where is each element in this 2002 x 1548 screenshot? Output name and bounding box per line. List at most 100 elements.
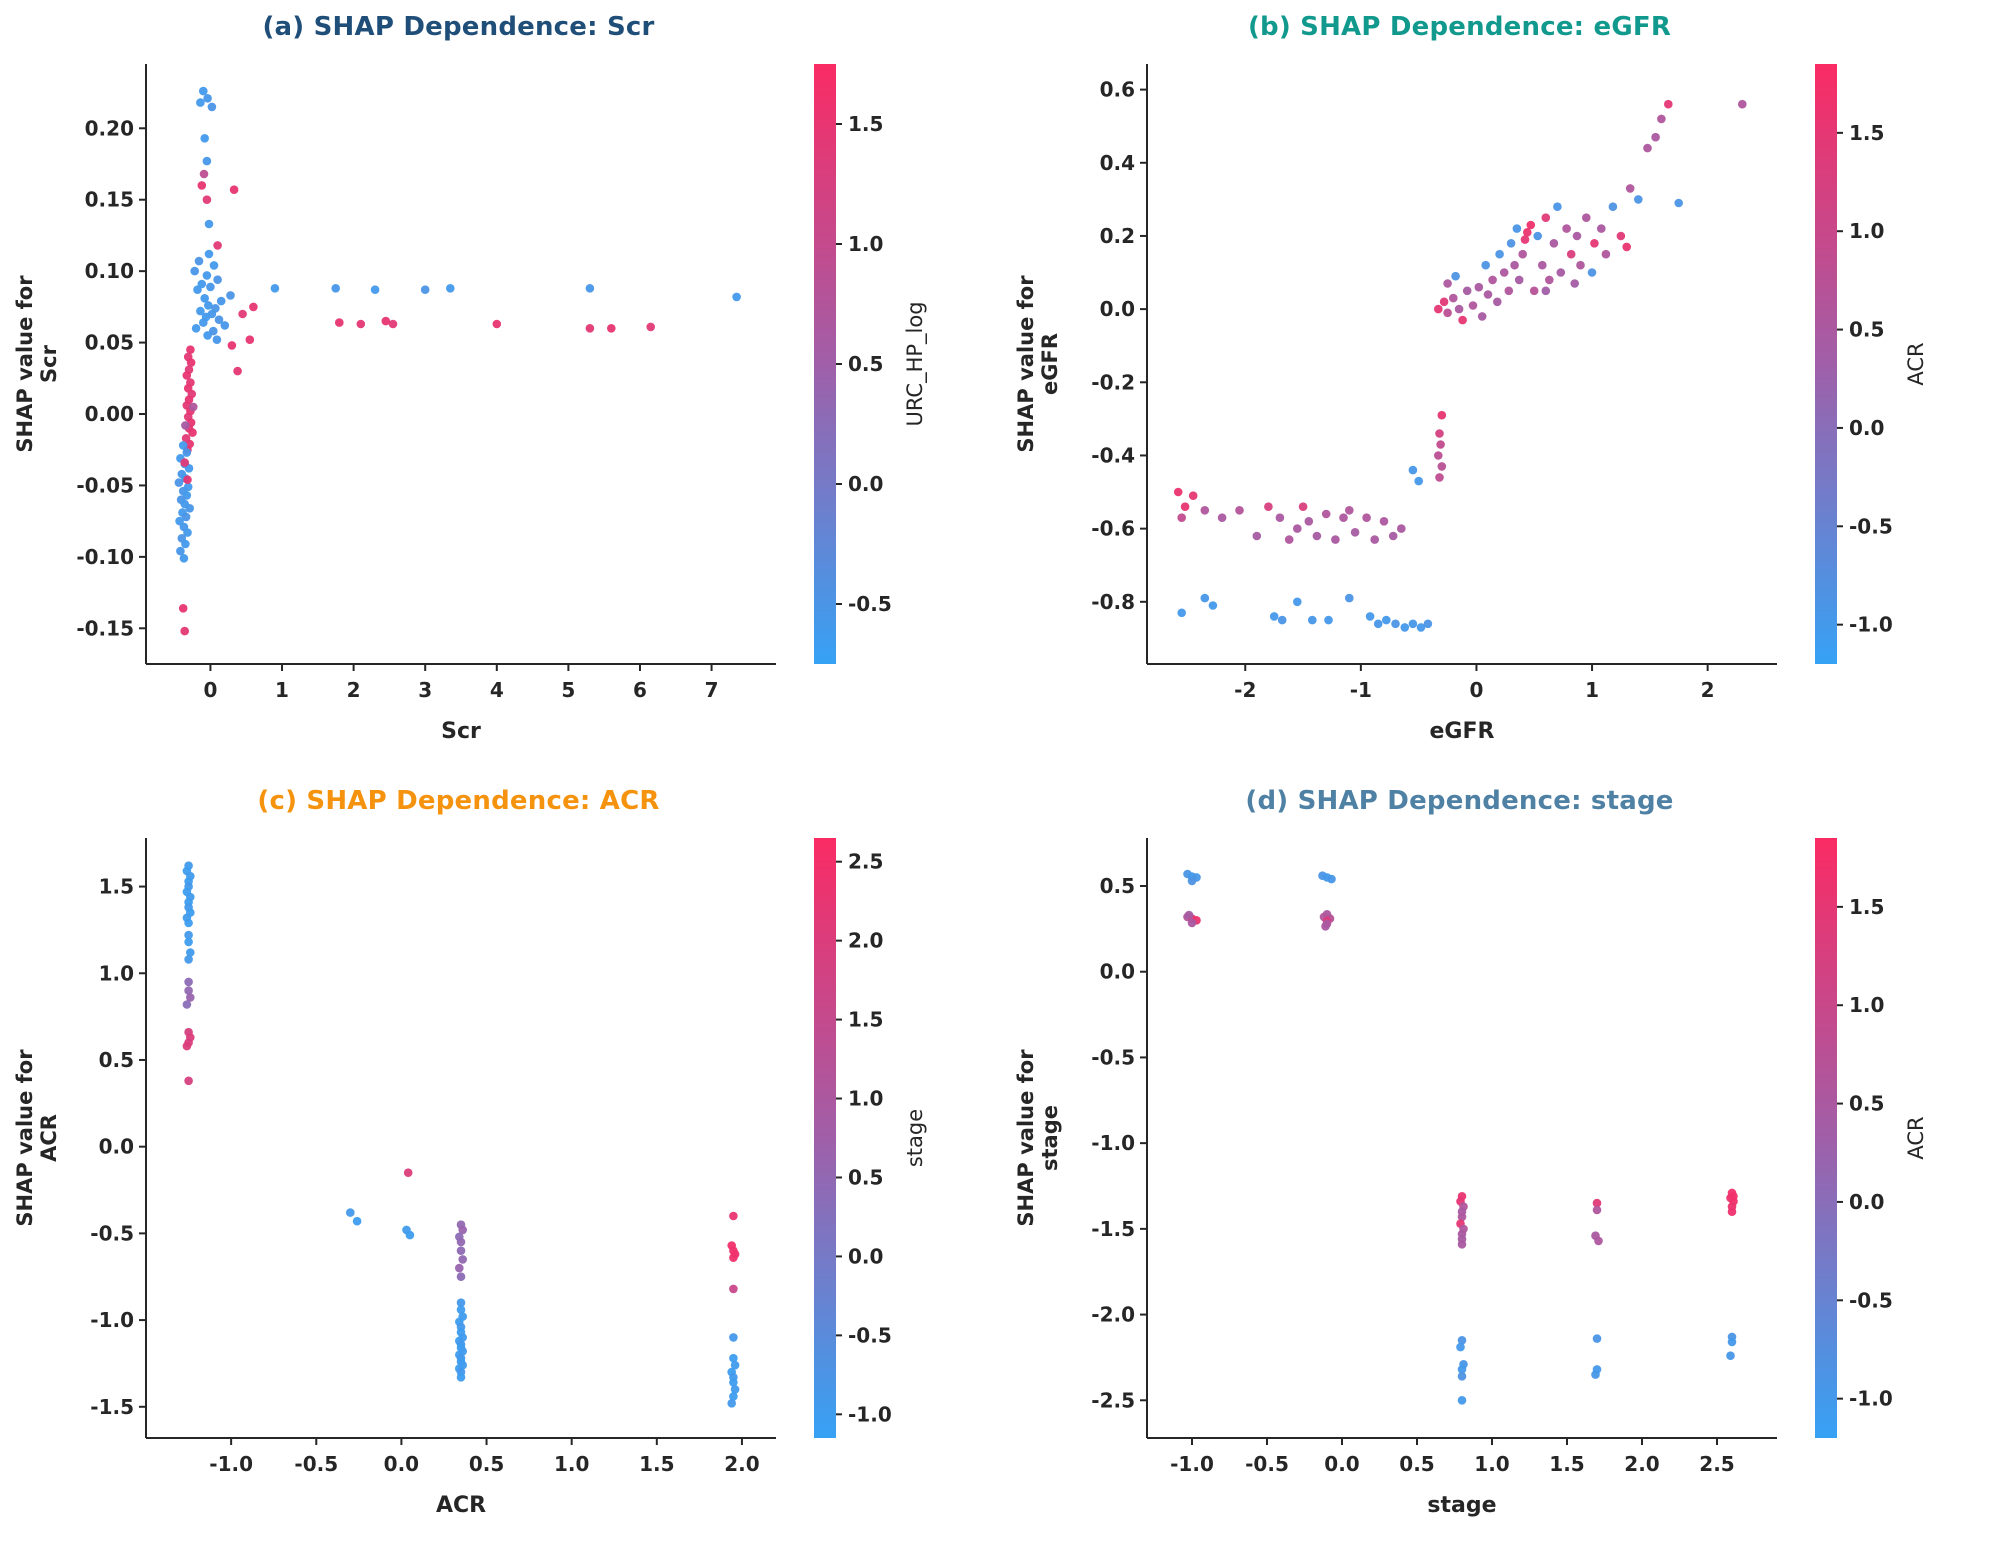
- data-point: [1361, 513, 1371, 522]
- chart-title-c: (c) SHAP Dependence: ACR: [257, 786, 660, 816]
- data-point: [1379, 517, 1388, 526]
- y-tick-label: -0.4: [1091, 443, 1135, 467]
- data-point: [1176, 608, 1186, 618]
- data-point: [1388, 531, 1397, 541]
- data-point: [1217, 513, 1226, 522]
- data-point: [187, 428, 197, 437]
- colorbar-gradient: [813, 64, 836, 664]
- colorbar: 2.5 2.0 1.5 1.0 0.5 0.0 -0.5 -1.0 stage: [813, 838, 927, 1438]
- data-point: [1338, 513, 1348, 522]
- data-point: [1514, 275, 1523, 285]
- data-point: [492, 319, 501, 329]
- data-point: [178, 441, 187, 450]
- data-point: [1552, 202, 1562, 211]
- x-tick-label: -1: [1349, 678, 1371, 702]
- y-tick-label: 0.05: [84, 331, 133, 355]
- colorbar-tick-label: 0.0: [848, 1244, 883, 1268]
- y-tick-label: 0.2: [1099, 224, 1134, 248]
- data-point: [1590, 1370, 1600, 1379]
- x-tick-label: 7: [704, 678, 718, 702]
- data-point: [1593, 1236, 1603, 1246]
- data-point: [1656, 114, 1666, 124]
- data-point: [191, 324, 200, 333]
- data-point: [204, 249, 213, 259]
- data-point: [180, 421, 190, 430]
- data-point: [182, 475, 192, 485]
- data-point: [1200, 593, 1209, 603]
- data-point: [1457, 1396, 1466, 1405]
- data-point: [195, 98, 205, 107]
- data-point: [1457, 1372, 1466, 1381]
- data-point: [457, 1225, 467, 1235]
- data-point: [1592, 1198, 1601, 1208]
- data-point: [209, 261, 218, 270]
- data-point: [185, 948, 195, 957]
- y-tick-label: -1.5: [90, 1395, 134, 1419]
- data-point: [1455, 1342, 1465, 1352]
- data-point: [179, 554, 188, 563]
- data-point: [1522, 228, 1532, 237]
- data-point: [212, 335, 221, 345]
- colorbar-tick-label: 1.0: [848, 232, 883, 256]
- data-point: [1390, 619, 1400, 629]
- colorbar-tick-label: 1.0: [848, 1087, 883, 1111]
- data-point: [1263, 502, 1273, 512]
- data-point: [225, 291, 235, 300]
- data-point: [1408, 465, 1417, 475]
- scatter-points: [1173, 99, 1747, 632]
- data-point: [1373, 619, 1382, 629]
- data-point: [728, 1392, 738, 1401]
- data-point: [179, 458, 189, 467]
- data-point: [1208, 601, 1217, 610]
- data-point: [1561, 224, 1571, 233]
- data-point: [1433, 451, 1443, 460]
- data-point: [182, 1041, 191, 1051]
- data-point: [1448, 293, 1458, 303]
- data-point: [456, 1298, 465, 1307]
- data-point: [202, 271, 211, 280]
- data-point: [1304, 517, 1313, 526]
- data-point: [1439, 297, 1448, 307]
- data-point: [1350, 528, 1359, 537]
- data-point: [1663, 99, 1673, 109]
- axes: [1145, 838, 1777, 1439]
- y-tick-label: 0.4: [1099, 151, 1134, 175]
- data-point: [726, 1399, 736, 1408]
- data-point: [1454, 304, 1463, 314]
- x-axis-label: ACR: [435, 1493, 485, 1518]
- colorbar-tick-label: -1.0: [848, 1402, 892, 1426]
- subplot-c: (c) SHAP Dependence: ACR -1.0 -0.5 0.0 0.5 1…: [0, 774, 1001, 1548]
- x-tick-label: 0.0: [1324, 1452, 1359, 1476]
- x-tick-label: 5: [561, 678, 575, 702]
- colorbar-tick-label: 0.5: [1849, 318, 1884, 342]
- data-point: [229, 185, 238, 194]
- y-tick-label: 0.5: [98, 1048, 133, 1072]
- data-point: [185, 993, 195, 1002]
- data-point: [216, 296, 225, 306]
- colorbar-tick-label: 1.5: [1849, 121, 1884, 145]
- data-point: [1499, 268, 1508, 277]
- x-axis-label: stage: [1427, 1493, 1496, 1518]
- scatter-points: [174, 86, 741, 636]
- subplot-b: (b) SHAP Dependence: eGFR -2 -1 0 1 2 -0.8 -0.…: [1001, 0, 2002, 774]
- chart-canvas-b: -2 -1 0 1 2 -0.8 -0.6 -0.4 -0.2 0.0 0.2 0.4 0.6 eGFR S…: [1014, 64, 1928, 744]
- data-point: [334, 318, 344, 327]
- y-tick-label: -2.0: [1091, 1303, 1135, 1327]
- colorbar-tick-label: 0.0: [1849, 1190, 1884, 1214]
- y-tick-label: -1.0: [90, 1308, 134, 1332]
- data-point: [1483, 290, 1492, 299]
- chart-canvas-d: -1.0 -0.5 0.0 0.5 1.0 1.5 2.0 2.5 -2.5 -2.0 -1.5 -1…: [1014, 838, 1928, 1518]
- y-axis-label: SHAP value foreGFR: [1014, 275, 1062, 453]
- y-tick-label: 0.10: [84, 259, 133, 283]
- colorbar-tick-label: 1.0: [1849, 993, 1884, 1017]
- data-point: [1365, 612, 1374, 621]
- data-point: [1541, 213, 1550, 222]
- data-point: [192, 285, 202, 294]
- data-point: [1413, 476, 1423, 486]
- colorbar-label: stage: [903, 1109, 927, 1167]
- data-point: [198, 86, 208, 96]
- data-point: [1344, 593, 1354, 603]
- colorbar-tick-label: -0.5: [1849, 1288, 1893, 1312]
- data-point: [1312, 531, 1321, 541]
- data-point: [585, 324, 594, 333]
